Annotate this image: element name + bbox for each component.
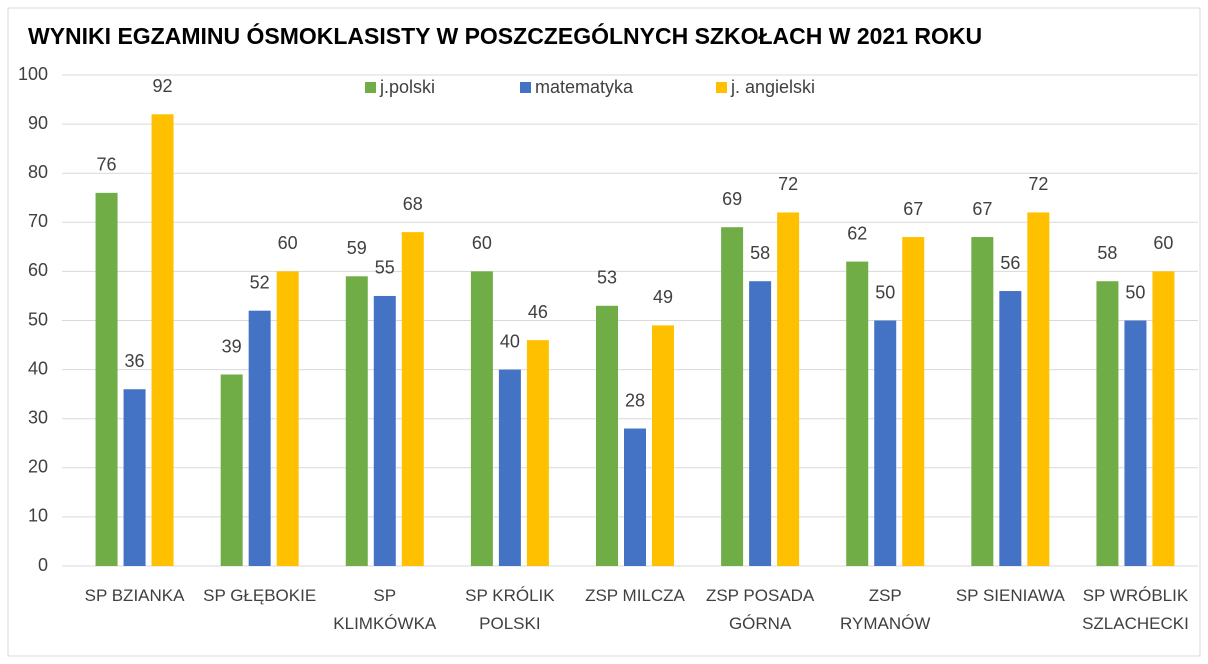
legend-label: j.polski xyxy=(379,77,435,97)
y-tick-label: 80 xyxy=(28,162,48,182)
data-label: 72 xyxy=(778,174,798,194)
bar xyxy=(999,291,1022,566)
y-tick-label: 100 xyxy=(18,64,48,84)
legend-swatch xyxy=(365,82,376,93)
bar xyxy=(248,310,271,566)
data-label: 72 xyxy=(1028,174,1048,194)
legend-swatch xyxy=(520,82,531,93)
data-label: 59 xyxy=(347,238,367,258)
data-label: 55 xyxy=(375,258,395,278)
bar xyxy=(846,261,869,566)
data-label: 58 xyxy=(750,243,770,263)
data-label: 68 xyxy=(403,194,423,214)
bar xyxy=(276,271,299,566)
bar xyxy=(498,369,521,566)
bar xyxy=(1152,271,1175,566)
bar xyxy=(401,232,424,566)
data-label: 53 xyxy=(597,268,617,288)
y-tick-label: 90 xyxy=(28,113,48,133)
data-label: 62 xyxy=(847,223,867,243)
bar xyxy=(652,325,674,566)
y-tick-label: 0 xyxy=(38,555,48,575)
bar xyxy=(777,212,800,567)
bar xyxy=(373,295,396,566)
bar xyxy=(1124,320,1147,566)
x-tick-label: SP WRÓBLIK SZLACHECKI xyxy=(1082,586,1189,633)
data-label: 50 xyxy=(1125,282,1145,302)
y-tick-label: 40 xyxy=(28,358,48,378)
bar xyxy=(596,305,618,566)
x-tick-label: SP GŁĘBOKIE xyxy=(203,586,317,605)
data-label: 56 xyxy=(1000,253,1020,273)
x-tick-label: ZSP POSADA GÓRNA xyxy=(705,586,815,633)
data-label: 52 xyxy=(250,272,270,292)
data-label: 60 xyxy=(1153,233,1173,253)
bar xyxy=(1096,281,1119,566)
data-label: 46 xyxy=(528,302,548,322)
y-tick-label: 60 xyxy=(28,260,48,280)
x-tick-label: SP BZIANKA xyxy=(84,586,185,605)
bar xyxy=(902,237,925,566)
x-tick-label: SP KRÓLIK POLSKI xyxy=(465,586,555,633)
y-tick-label: 10 xyxy=(28,506,48,526)
legend-swatch xyxy=(716,82,727,93)
data-label: 69 xyxy=(722,189,742,209)
bar xyxy=(220,374,243,566)
bar xyxy=(971,237,994,566)
data-label: 50 xyxy=(875,282,895,302)
data-label: 28 xyxy=(625,390,645,410)
data-label: 60 xyxy=(472,233,492,253)
bar xyxy=(624,428,646,566)
x-tick-label: ZSP MILCZA xyxy=(585,586,685,605)
legend-label: j. angielski xyxy=(730,77,815,97)
data-label: 58 xyxy=(1097,243,1117,263)
x-tick-label: ZSP RYMANÓW xyxy=(840,586,931,633)
x-tick-label: SP SIENIAWA xyxy=(955,586,1065,605)
bar xyxy=(1027,212,1050,567)
bar xyxy=(123,389,146,566)
data-label: 49 xyxy=(653,287,673,307)
data-label: 67 xyxy=(903,199,923,219)
chart-title: WYNIKI EGZAMINU ÓSMOKLASISTY W POSZCZEGÓ… xyxy=(28,22,982,49)
data-label: 60 xyxy=(278,233,298,253)
y-tick-label: 70 xyxy=(28,211,48,231)
data-label: 67 xyxy=(972,199,992,219)
bar xyxy=(470,271,493,566)
data-label: 39 xyxy=(222,336,242,356)
bar xyxy=(95,192,118,566)
bar xyxy=(874,320,897,566)
data-label: 36 xyxy=(125,351,145,371)
y-tick-label: 50 xyxy=(28,309,48,329)
y-tick-label: 30 xyxy=(28,407,48,427)
bar xyxy=(721,227,744,566)
legend-label: matematyka xyxy=(535,77,634,97)
bar xyxy=(526,340,549,566)
y-tick-label: 20 xyxy=(28,457,48,477)
bar xyxy=(749,281,772,566)
bar xyxy=(345,276,368,566)
data-label: 40 xyxy=(500,331,520,351)
data-label: 92 xyxy=(153,76,173,96)
data-label: 76 xyxy=(97,155,117,175)
x-tick-label: SP KLIMKÓWKA xyxy=(333,586,437,633)
bar xyxy=(151,114,174,566)
